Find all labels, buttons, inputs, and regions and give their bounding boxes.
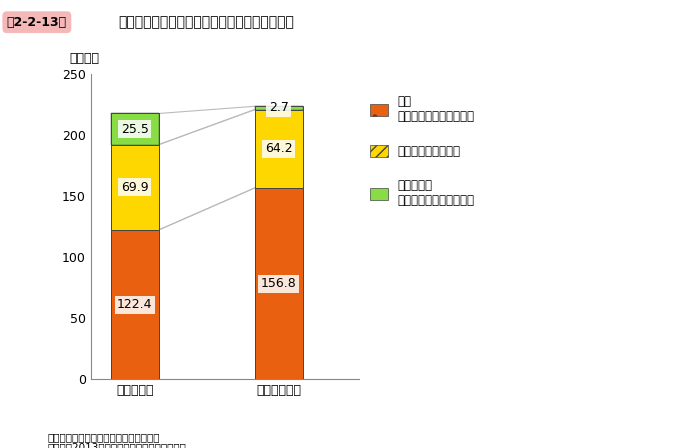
Bar	[111, 113, 159, 145]
Text: 有効求人数と有効求職者数の雇用形態別の内訳: 有効求人数と有効求職者数の雇用形態別の内訳	[118, 16, 294, 30]
Text: 2.7: 2.7	[269, 101, 288, 114]
Text: （注）　2013年度の平均値を算出している。: （注） 2013年度の平均値を算出している。	[47, 443, 186, 448]
Bar	[255, 106, 303, 379]
Bar	[111, 113, 159, 379]
Text: 69.9: 69.9	[121, 181, 149, 194]
Text: 資料：厚生労働省「職業安定業務統計」: 資料：厚生労働省「職業安定業務統計」	[47, 432, 160, 442]
Bar	[111, 145, 159, 230]
Bar	[255, 106, 303, 110]
Bar	[255, 110, 303, 188]
Bar	[255, 188, 303, 379]
Text: 25.5: 25.5	[121, 123, 149, 136]
Bar	[111, 230, 159, 379]
Text: 156.8: 156.8	[261, 277, 297, 290]
Text: 第2-2-13図: 第2-2-13図	[7, 16, 67, 29]
Text: （万人）: （万人）	[70, 52, 100, 65]
Text: 122.4: 122.4	[117, 298, 152, 311]
Text: 64.2: 64.2	[265, 142, 292, 155]
Legend: 常用
（パートタイムを除く）, 常用的パートタイム, 臨時・季節
（パートタイムを含む）: 常用 （パートタイムを除く）, 常用的パートタイム, 臨時・季節 （パートタイム…	[370, 95, 474, 207]
